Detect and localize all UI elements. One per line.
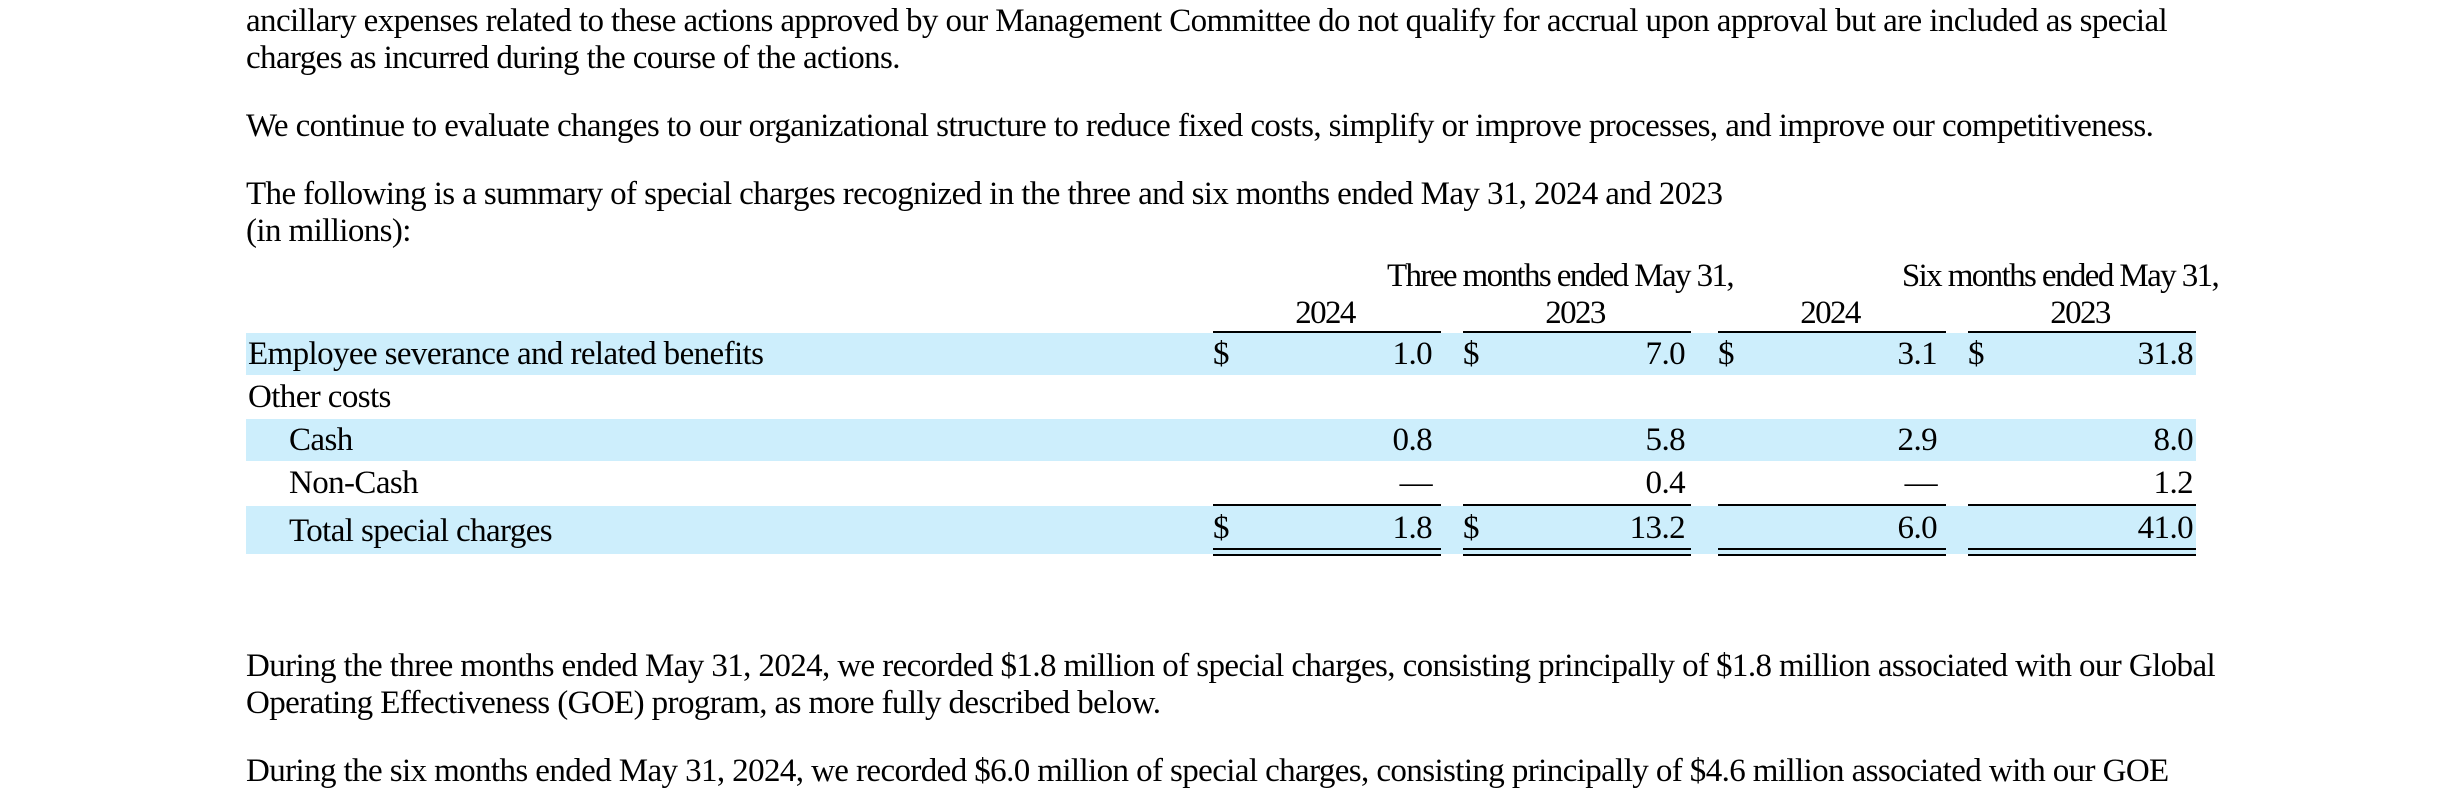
header-underline — [1718, 331, 1946, 333]
paragraph-line: Operating Effectiveness (GOE) program, a… — [246, 685, 1161, 721]
currency-symbol: $ — [1968, 336, 1985, 372]
header-year-three-2023: 2023 — [1545, 295, 1606, 331]
row-label-employee-severance: Employee severance and related benefits — [248, 336, 764, 372]
value-cell: 7.0 — [1645, 336, 1686, 372]
paragraph-line: ancillary expenses related to these acti… — [246, 3, 2168, 39]
value-cell: 8.0 — [2153, 422, 2194, 458]
row-label-cash: Cash — [289, 422, 353, 458]
value-cell: 13.2 — [1629, 510, 1686, 546]
row-label-other-costs: Other costs — [248, 379, 391, 415]
header-six-months: Six months ended May 31, — [1901, 258, 2220, 294]
row-band — [246, 419, 2196, 461]
value-cell: — — [1904, 465, 1938, 501]
value-cell: 6.0 — [1897, 510, 1938, 546]
value-cell: 3.1 — [1897, 336, 1938, 372]
value-cell: 2.9 — [1897, 422, 1938, 458]
total-double-rule — [1463, 548, 1691, 556]
header-underline — [1213, 331, 1441, 333]
value-cell: 5.8 — [1645, 422, 1686, 458]
row-band — [246, 333, 2196, 375]
total-double-rule — [1718, 548, 1946, 556]
value-cell: 0.8 — [1392, 422, 1433, 458]
header-underline — [1463, 331, 1691, 333]
currency-symbol: $ — [1213, 336, 1230, 372]
subtotal-rule — [1213, 504, 1441, 506]
paragraph-line: (in millions): — [246, 213, 411, 249]
total-double-rule — [1213, 548, 1441, 556]
row-label-total-special-charges: Total special charges — [289, 513, 553, 549]
currency-symbol: $ — [1463, 336, 1480, 372]
header-year-six-2024: 2024 — [1800, 295, 1861, 331]
value-cell: 1.2 — [2153, 465, 2194, 501]
paragraph-line: During the six months ended May 31, 2024… — [246, 753, 2169, 789]
subtotal-rule — [1463, 504, 1691, 506]
currency-symbol: $ — [1463, 510, 1480, 546]
paragraph-three-months-summary: During the three months ended May 31, 20… — [246, 648, 2326, 722]
value-cell: 0.4 — [1645, 465, 1686, 501]
paragraph-six-months-summary: During the six months ended May 31, 2024… — [246, 753, 2326, 790]
header-year-six-2023: 2023 — [2050, 295, 2111, 331]
value-cell: 31.8 — [2137, 336, 2194, 372]
paragraph-line: The following is a summary of special ch… — [246, 176, 1723, 212]
header-underline — [1968, 331, 2196, 333]
paragraph-line: During the three months ended May 31, 20… — [246, 648, 2216, 684]
paragraph-line: charges as incurred during the course of… — [246, 40, 901, 76]
currency-symbol: $ — [1718, 336, 1735, 372]
row-label-non-cash: Non-Cash — [289, 465, 419, 501]
total-double-rule — [1968, 548, 2196, 556]
header-three-months: Three months ended May 31, — [1386, 258, 1735, 294]
paragraph-organizational-structure: We continue to evaluate changes to our o… — [246, 108, 2326, 145]
value-cell: 41.0 — [2137, 510, 2194, 546]
subtotal-rule — [1968, 504, 2196, 506]
row-band — [246, 506, 2196, 554]
paragraph-line: We continue to evaluate changes to our o… — [246, 108, 2154, 144]
value-cell: 1.0 — [1392, 336, 1433, 372]
paragraph-special-charges-accrual: ancillary expenses related to these acti… — [246, 3, 2326, 77]
value-cell: 1.8 — [1392, 510, 1433, 546]
value-cell: — — [1399, 465, 1433, 501]
header-year-three-2024: 2024 — [1295, 295, 1356, 331]
paragraph-table-intro: The following is a summary of special ch… — [246, 176, 2326, 250]
currency-symbol: $ — [1213, 510, 1230, 546]
subtotal-rule — [1718, 504, 1946, 506]
